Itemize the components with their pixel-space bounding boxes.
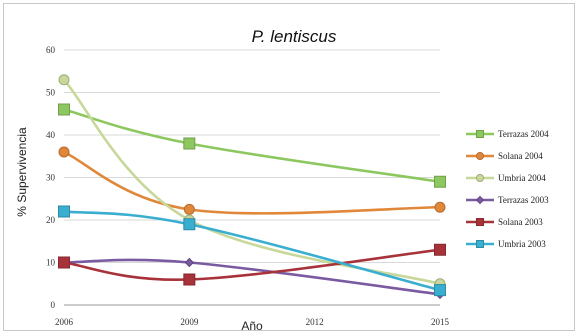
legend-marker <box>476 240 484 248</box>
legend-label: Terrazas 2003 <box>498 195 549 205</box>
legend-label: Umbria 2004 <box>498 173 546 183</box>
legend-marker <box>476 130 484 138</box>
series-solana-2003 <box>58 243 446 286</box>
series-solana-2004 <box>58 146 446 215</box>
legend-label: Terrazas 2004 <box>498 129 549 139</box>
y-tick-label: 20 <box>46 215 56 225</box>
x-tick-label: 2012 <box>306 317 324 327</box>
data-point <box>58 256 70 269</box>
series-lines <box>58 74 446 300</box>
x-tick-label: 2015 <box>431 317 450 327</box>
legend-entry: Terrazas 2004 <box>466 129 549 139</box>
y-axis-title: % Supervivencia <box>15 127 29 217</box>
series-line <box>62 150 442 215</box>
legend-marker <box>476 152 484 160</box>
x-tick-label: 2009 <box>180 317 199 327</box>
legend-entry: Umbria 2004 <box>466 173 546 183</box>
chart-canvas: 0 10 20 30 40 50 60 2006 2009 2012 2015 Terrazas 2… <box>15 27 549 332</box>
data-point <box>434 284 446 297</box>
y-tick-label: 50 <box>46 88 56 98</box>
y-tick-label: 30 <box>46 173 56 183</box>
data-point <box>183 218 196 231</box>
legend-label: Solana 2004 <box>498 151 543 161</box>
legend-label: Solana 2003 <box>498 217 543 227</box>
legend-entry: Solana 2003 <box>466 217 543 227</box>
gridlines <box>64 49 440 306</box>
series-terrazas-2003 <box>59 257 445 300</box>
x-axis-title: Año <box>241 319 263 332</box>
axes: 0 10 20 30 40 50 60 2006 2009 2012 2015 <box>46 45 450 327</box>
series-terrazas-2004 <box>58 103 446 188</box>
x-tick-label: 2006 <box>55 317 74 327</box>
data-point <box>183 137 196 150</box>
y-tick-label: 0 <box>51 300 56 310</box>
series-line <box>62 248 442 282</box>
series-umbria-2003 <box>58 205 446 297</box>
data-point <box>434 175 446 188</box>
y-tick-label: 10 <box>46 258 56 268</box>
y-tick-label: 40 <box>46 130 56 140</box>
data-point <box>58 146 70 158</box>
y-tick-label: 60 <box>46 45 56 55</box>
legend-entry: Umbria 2003 <box>466 239 546 249</box>
chart-title: P. lentiscus <box>252 27 337 46</box>
legend: Terrazas 2004 Solana 2004 Umbria 2004 Terra… <box>466 129 549 249</box>
data-point <box>58 74 70 86</box>
legend-marker <box>476 218 484 226</box>
legend-marker <box>475 195 485 205</box>
legend-marker <box>476 174 484 182</box>
data-point <box>58 205 70 218</box>
data-point <box>184 257 195 268</box>
data-point <box>434 243 446 256</box>
data-point <box>183 203 195 215</box>
legend-entry: Terrazas 2003 <box>466 195 549 205</box>
data-point <box>183 273 196 286</box>
legend-entry: Solana 2004 <box>466 151 543 161</box>
legend-label: Umbria 2003 <box>498 239 546 249</box>
data-point <box>434 201 446 213</box>
series-line <box>62 78 442 286</box>
series-line <box>62 258 442 296</box>
data-point <box>58 103 70 116</box>
series-line <box>62 210 442 292</box>
series-line <box>62 108 442 184</box>
chart-frame: 0 10 20 30 40 50 60 2006 2009 2012 2015 Terrazas 2… <box>3 3 575 332</box>
